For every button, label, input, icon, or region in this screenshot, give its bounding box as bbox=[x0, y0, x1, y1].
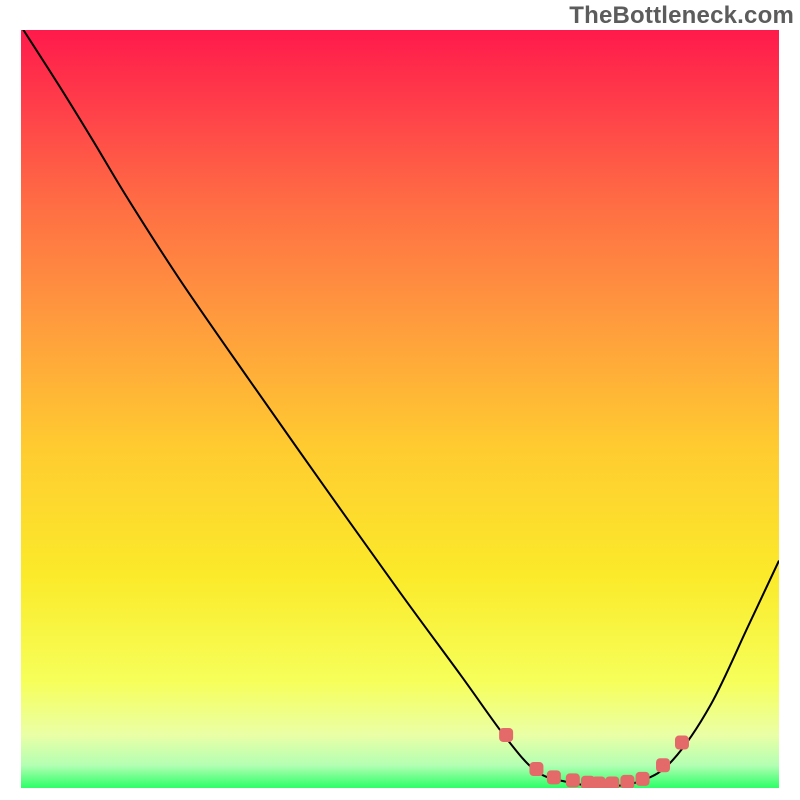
plot-background bbox=[21, 30, 779, 788]
curve-marker bbox=[656, 758, 670, 772]
curve-marker bbox=[566, 773, 580, 787]
curve-marker bbox=[529, 762, 543, 776]
curve-marker bbox=[620, 775, 634, 789]
watermark-text: TheBottleneck.com bbox=[569, 2, 794, 30]
curve-marker bbox=[499, 728, 513, 742]
bottleneck-chart bbox=[0, 0, 800, 800]
curve-marker bbox=[675, 736, 689, 750]
curve-marker bbox=[547, 770, 561, 784]
curve-marker bbox=[636, 772, 650, 786]
